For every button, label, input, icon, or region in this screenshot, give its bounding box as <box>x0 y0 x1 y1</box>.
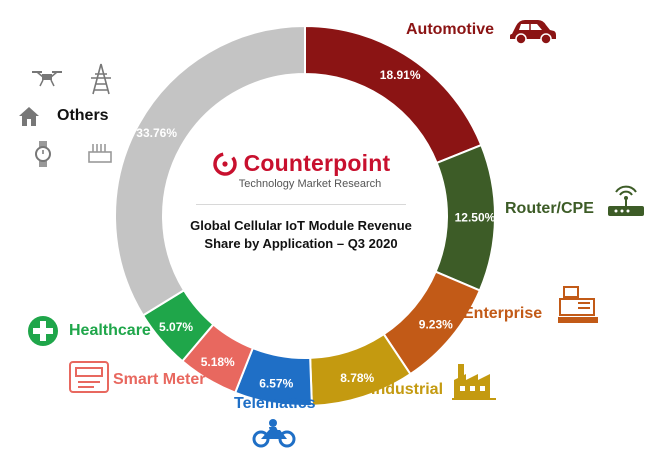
poi-device-icon <box>88 144 112 163</box>
router-icon <box>608 185 644 216</box>
chart-center: Counterpoint Technology Market Research … <box>168 150 434 253</box>
brand: Counterpoint <box>168 150 434 177</box>
category-label-automotive: Automotive <box>406 21 494 38</box>
motorcycle-icon <box>252 419 296 448</box>
brand-name: Counterpoint <box>243 150 391 176</box>
cash-register-icon <box>558 286 598 323</box>
divider <box>196 204 406 205</box>
slice-others <box>114 24 306 317</box>
category-label-router-cpe: Router/CPE <box>505 200 594 217</box>
slice-value-enterprise: 9.23% <box>419 318 453 332</box>
meter-icon <box>69 361 109 393</box>
counterpoint-logo-icon <box>212 151 237 176</box>
slice-automotive <box>304 24 483 165</box>
category-label-telematics: Telematics <box>234 395 316 412</box>
category-label-enterprise: Enterprise <box>463 305 543 322</box>
slice-value-automotive: 18.91% <box>380 68 421 82</box>
slice-value-healthcare: 5.07% <box>159 320 193 334</box>
slice-value-industrial: 8.78% <box>340 371 374 385</box>
smart-home-icon <box>19 107 39 126</box>
brand-tagline: Technology Market Research <box>238 178 382 190</box>
smartwatch-icon <box>35 141 51 167</box>
factory-icon <box>452 364 496 400</box>
slice-value-smart-meter: 5.18% <box>201 355 235 369</box>
slice-value-others: 33.76% <box>136 126 177 140</box>
category-label-industrial: Industrial <box>371 381 444 398</box>
medical-cross-icon <box>28 316 58 346</box>
chart-title-line-1: Global Cellular IoT Module Revenue <box>190 218 412 233</box>
category-label-healthcare: Healthcare <box>69 322 151 339</box>
slice-value-telematics: 6.57% <box>259 377 293 391</box>
car-icon <box>510 20 556 45</box>
category-label-others: Others <box>57 107 109 124</box>
drone-icon <box>32 71 62 87</box>
chart-title-line-2: Share by Application – Q3 2020 <box>204 236 398 251</box>
category-label-smart-meter: Smart Meter <box>113 371 206 388</box>
transmission-tower-icon <box>91 63 111 95</box>
slice-value-router-cpe: 12.50% <box>455 211 496 225</box>
